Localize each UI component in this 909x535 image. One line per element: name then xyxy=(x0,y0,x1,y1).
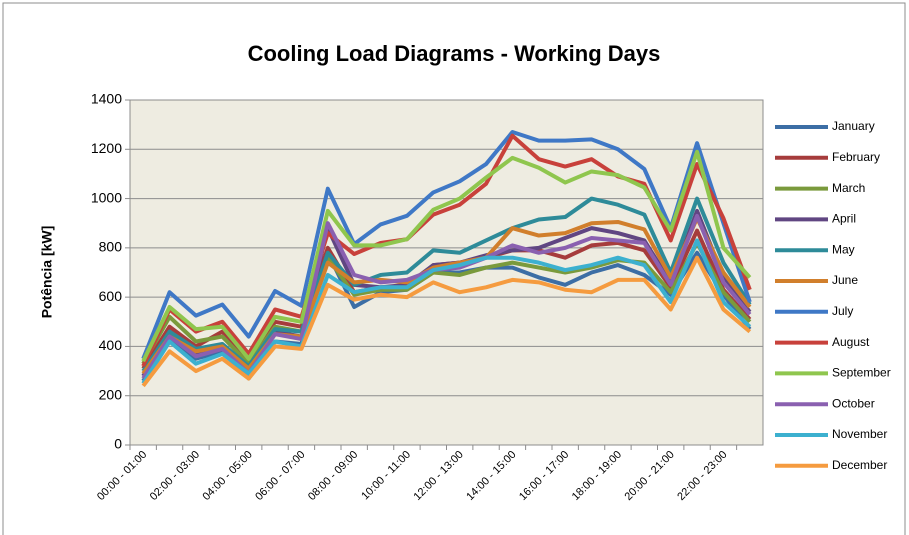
legend-label: July xyxy=(832,304,853,318)
legend-label: October xyxy=(832,396,875,410)
y-tick-label: 0 xyxy=(114,436,122,452)
series-line xyxy=(141,238,752,385)
series-line xyxy=(141,130,752,360)
legend-label: January xyxy=(832,119,875,133)
legend-label: February xyxy=(832,150,880,164)
series-line xyxy=(141,255,752,388)
series-line xyxy=(141,216,752,375)
legend-label: December xyxy=(832,458,887,472)
y-tick-label: 800 xyxy=(99,239,123,255)
legend-label: April xyxy=(832,212,856,226)
legend-label: November xyxy=(832,427,887,441)
y-tick-label: 1400 xyxy=(91,91,122,107)
legend-label: September xyxy=(832,366,891,380)
y-tick-label: 600 xyxy=(99,288,123,304)
y-tick-label: 400 xyxy=(99,337,123,353)
chart-title: Cooling Load Diagrams - Working Days xyxy=(248,41,661,66)
legend-label: May xyxy=(832,242,855,256)
series-line xyxy=(141,149,752,363)
y-tick-label: 1000 xyxy=(91,189,122,205)
legend-label: August xyxy=(832,335,870,349)
y-tick-label: 200 xyxy=(99,386,123,402)
series-line xyxy=(141,240,752,366)
y-tick-label: 1200 xyxy=(91,140,122,156)
legend-label: March xyxy=(832,181,865,195)
legend-label: June xyxy=(832,273,858,287)
y-axis-label: Potência [kW] xyxy=(39,226,55,319)
